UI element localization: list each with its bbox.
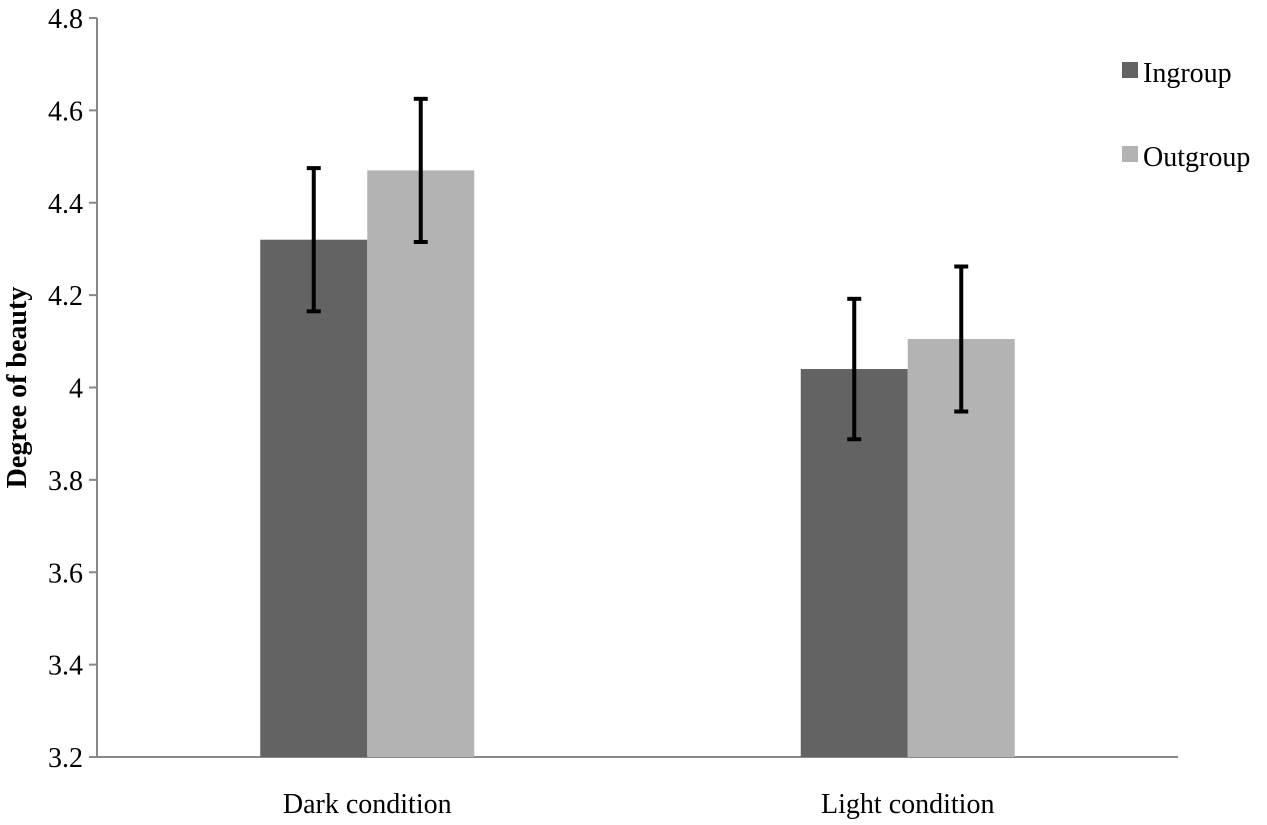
category-labels: Dark condition Light condition [283,789,995,820]
axes [96,18,1178,758]
y-tick-label: 3.6 [48,558,83,589]
legend-label-ingroup: Ingroup [1143,58,1232,89]
bars [260,170,1015,757]
y-tick-label: 3.8 [48,466,83,497]
legend-swatch-ingroup [1122,62,1138,78]
bar-outgroup-1 [367,170,475,757]
y-tick-label: 4.8 [48,4,83,35]
x-category-label: Dark condition [283,789,452,820]
y-tick-label: 4.4 [48,189,83,220]
y-ticks: 3.2 3.4 3.6 3.8 4 4.2 4.4 4.6 4.8 [48,4,97,774]
error-bar-ingroup-2 [847,296,862,442]
error-bar-ingroup-1 [306,166,321,314]
bar-ingroup-1 [260,239,368,757]
error-bar-outgroup-1 [413,96,428,245]
y-tick-label: 3.4 [48,651,83,682]
x-category-label: Light condition [821,789,994,820]
y-axis-label: Degree of beauty [2,287,33,489]
y-tick-label: 4.6 [48,96,83,127]
legend: Ingroup Outgroup [1122,58,1250,173]
legend-swatch-outgroup [1122,146,1138,162]
legend-label-outgroup: Outgroup [1143,142,1250,173]
y-tick-label: 4 [69,374,83,405]
y-tick-label: 4.2 [48,281,83,312]
error-bars [306,96,969,442]
y-tick-label: 3.2 [48,743,83,774]
error-bar-outgroup-2 [954,264,969,414]
